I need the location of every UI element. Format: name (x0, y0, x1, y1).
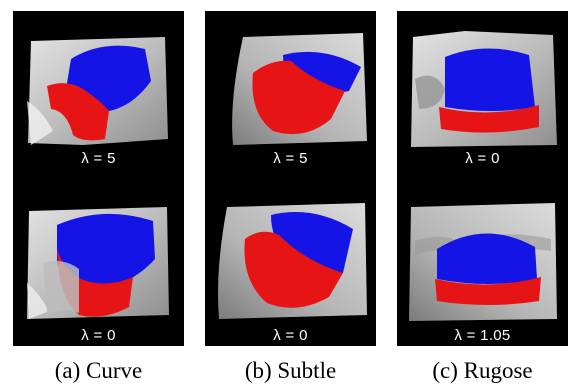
subtle-bottom-render (213, 201, 369, 321)
rugose-top-render (405, 29, 561, 149)
caption-curve: (a) Curve (13, 357, 184, 385)
subtle-top-render (213, 31, 369, 149)
rugose-bottom-render (405, 201, 561, 323)
rugose-bottom-lambda-label: λ = 1.05 (397, 327, 568, 345)
subtle-top-lambda-label: λ = 5 (205, 150, 376, 168)
curve-top-cell: λ = 5 (13, 11, 184, 169)
rugose-bottom-cell: λ = 1.05 (397, 187, 568, 346)
subtle-bottom-lambda-label: λ = 0 (205, 327, 376, 345)
caption-subtle: (b) Subtle (205, 357, 376, 385)
rugose-top-lambda-label: λ = 0 (397, 150, 568, 168)
rugose-top-cell: λ = 0 (397, 11, 568, 169)
panel-subtle: λ = 5 λ = 0 (205, 11, 376, 346)
curve-top-render (23, 31, 173, 149)
curve-bottom-cell: λ = 0 (13, 187, 184, 346)
subtle-bottom-cell: λ = 0 (205, 187, 376, 346)
subtle-top-cell: λ = 5 (205, 11, 376, 169)
panel-curve: λ = 5 λ = 0 (13, 11, 184, 346)
curve-top-lambda-label: λ = 5 (13, 150, 184, 168)
curve-bottom-lambda-label: λ = 0 (13, 327, 184, 345)
caption-rugose: (c) Rugose (397, 357, 568, 385)
curve-bottom-render (23, 203, 173, 323)
panel-rugose: λ = 0 λ = 1.05 (397, 11, 568, 346)
